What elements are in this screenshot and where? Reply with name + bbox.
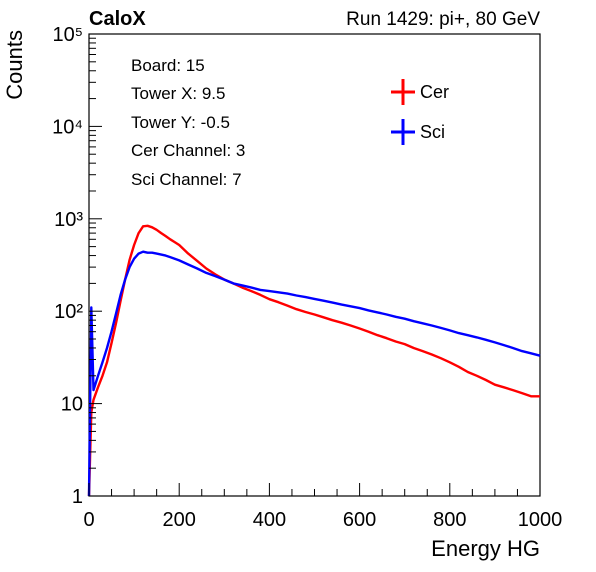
x-tick-label: 400 (253, 509, 286, 531)
series-group (87, 224, 541, 497)
x-tick-label: 600 (343, 509, 376, 531)
brand-label: CaloX (89, 8, 146, 30)
y-tick-label: 10 (61, 394, 83, 416)
y-axis-ticks: 1 10 10² 10³ 10⁴ 10⁵ (52, 24, 102, 508)
series-line-sci (87, 250, 541, 497)
legend: Cer Sci (391, 79, 449, 145)
info-sci-channel: Sci Channel: 7 (131, 170, 242, 189)
info-box: Board: 15 Tower X: 9.5 Tower Y: -0.5 Cer… (131, 56, 245, 189)
info-tower-x: Tower X: 9.5 (131, 84, 226, 103)
x-tick-label: 200 (163, 509, 196, 531)
y-tick-label: 10⁴ (52, 116, 83, 138)
y-tick-label: 10³ (54, 209, 83, 231)
legend-marker-cer (391, 79, 415, 105)
x-tick-label: 800 (433, 509, 466, 531)
series-line-cer (87, 224, 540, 497)
run-label: Run 1429: pi+, 80 GeV (346, 9, 540, 30)
info-board: Board: 15 (131, 56, 205, 75)
x-axis-label: Energy HG (431, 536, 540, 561)
x-axis-ticks: 0 200 400 600 800 1000 (83, 483, 562, 531)
legend-label-cer: Cer (420, 82, 449, 102)
plot-frame-group (88, 33, 541, 497)
legend-label-sci: Sci (420, 122, 445, 142)
x-tick-label: 0 (83, 509, 94, 531)
y-axis-label: Counts (2, 30, 27, 100)
legend-marker-sci (391, 119, 415, 145)
plot-frame (88, 33, 541, 497)
info-tower-y: Tower Y: -0.5 (131, 113, 230, 132)
y-tick-label: 1 (72, 486, 83, 508)
info-cer-channel: Cer Channel: 3 (131, 141, 245, 160)
y-tick-label: 10² (54, 301, 83, 323)
y-tick-label: 10⁵ (52, 24, 83, 46)
x-tick-label: 1000 (518, 509, 563, 531)
